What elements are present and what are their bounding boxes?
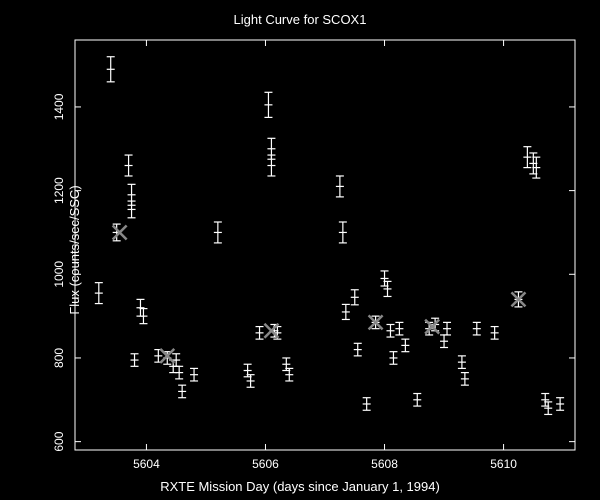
data-point — [336, 176, 344, 197]
data-point — [128, 201, 136, 218]
data-point — [175, 366, 183, 379]
data-point — [107, 57, 115, 82]
data-point — [523, 147, 531, 168]
data-point — [458, 356, 466, 369]
data-point — [401, 339, 409, 352]
data-point — [339, 222, 347, 243]
data-point — [125, 155, 133, 176]
data-point — [214, 222, 222, 243]
data-point — [190, 368, 198, 381]
data-point — [413, 394, 421, 407]
x-marker — [425, 320, 439, 334]
data-point — [386, 324, 394, 337]
data-point — [389, 352, 397, 365]
data-point — [267, 155, 275, 176]
x-tick-label: 5606 — [252, 457, 279, 471]
data-point — [461, 373, 469, 386]
data-point — [264, 92, 272, 117]
data-point — [95, 283, 103, 304]
data-point — [440, 335, 448, 348]
y-tick-label: 1000 — [52, 261, 66, 288]
data-point — [556, 398, 564, 411]
x-tick-label: 5608 — [371, 457, 398, 471]
data-point — [443, 322, 451, 335]
chart-container: Light Curve for SCOX1 Flux (counts/sec/S… — [0, 0, 600, 500]
data-point — [473, 322, 481, 335]
data-point — [491, 327, 499, 340]
y-tick-label: 1200 — [52, 177, 66, 204]
y-tick-label: 1400 — [52, 93, 66, 120]
data-point — [256, 327, 264, 340]
y-tick-label: 800 — [52, 348, 66, 368]
x-tick-label: 5604 — [133, 457, 160, 471]
data-point — [178, 385, 186, 398]
x-tick-label: 5610 — [490, 457, 517, 471]
data-point — [354, 343, 362, 356]
data-point — [395, 322, 403, 335]
plot-svg: 5604 5606 5608 5610 600 800 1000 1200 1400 — [0, 0, 600, 500]
plot-frame — [75, 40, 575, 450]
data-point — [342, 304, 350, 319]
data-point — [131, 354, 139, 367]
data-point — [363, 398, 371, 411]
data-point — [351, 290, 359, 305]
y-tick-label: 600 — [52, 431, 66, 451]
